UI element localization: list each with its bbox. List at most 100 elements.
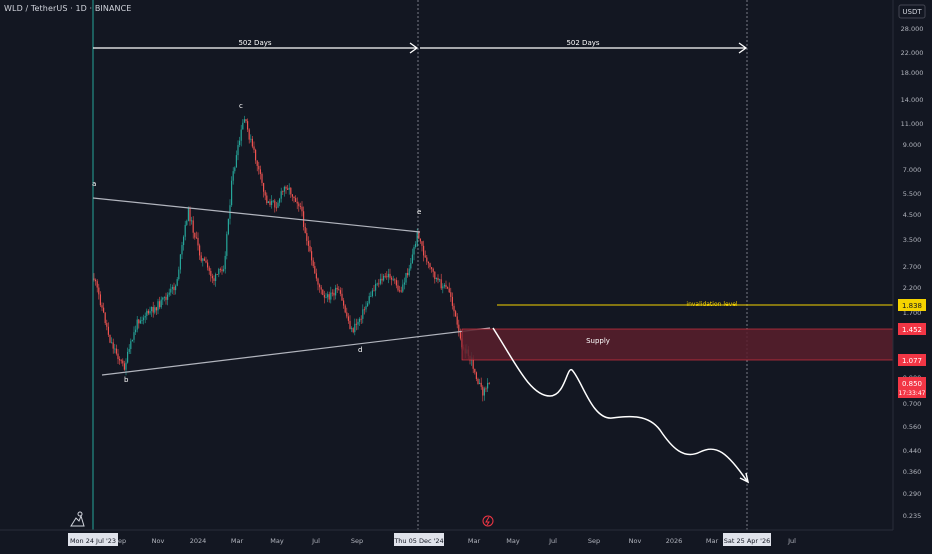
- price-axis[interactable]: [893, 0, 932, 550]
- candle-body: [320, 287, 322, 290]
- candle-body: [162, 297, 164, 300]
- x-tick-label: 2024: [190, 537, 207, 545]
- candle-body: [403, 282, 405, 285]
- candle-body: [360, 318, 362, 320]
- candle-body: [247, 121, 249, 130]
- candle-body: [218, 269, 220, 275]
- y-tick-label: 7.000: [903, 166, 922, 174]
- candle-body: [197, 237, 199, 246]
- candle-body: [237, 145, 239, 156]
- candle-body: [472, 357, 474, 369]
- candle-body: [347, 316, 349, 321]
- candle-body: [299, 206, 301, 207]
- candle-body: [231, 180, 233, 206]
- invalidation-price-chip: [898, 299, 926, 311]
- candle-body: [418, 232, 420, 239]
- candle-body: [251, 138, 253, 147]
- candle-body: [413, 246, 415, 255]
- candle-body: [187, 207, 189, 221]
- y-tick-label: 0.700: [903, 400, 922, 408]
- x-tick-label: Sep: [114, 537, 126, 545]
- candle-body: [411, 254, 413, 264]
- candle-body: [181, 245, 183, 255]
- candle-body: [346, 312, 348, 317]
- candle-body: [210, 270, 212, 277]
- candle-body: [386, 276, 388, 278]
- candle-body: [136, 319, 138, 330]
- candle-body: [349, 320, 351, 329]
- y-tick-label: 3.500: [903, 236, 922, 244]
- candle-body: [261, 173, 263, 183]
- y-tick-label: 0.360: [903, 468, 922, 476]
- candle-body: [434, 271, 436, 280]
- lower-trendline[interactable]: [101, 327, 491, 376]
- candle-body: [216, 274, 218, 275]
- y-tick-label: 2.200: [903, 284, 922, 292]
- candle-body: [250, 138, 252, 140]
- supply-zone[interactable]: [461, 328, 894, 361]
- candle-body: [455, 311, 457, 317]
- candle-body: [443, 284, 445, 287]
- end-date-chip: [723, 533, 771, 546]
- candle-body: [479, 382, 481, 385]
- projection-path[interactable]: [492, 327, 748, 482]
- start-date: Mon 24 Jul '23: [70, 537, 116, 545]
- candle-body: [488, 382, 490, 384]
- candle-body: [480, 382, 482, 387]
- candle-body: [450, 292, 452, 297]
- candle-body: [258, 165, 260, 170]
- candle-body: [159, 301, 161, 308]
- days-label-2: 502 Days: [566, 39, 599, 47]
- candle-body: [271, 200, 273, 205]
- candle-body: [287, 188, 289, 190]
- mid-date: Thu 05 Dec '24: [393, 537, 443, 545]
- candle-body: [269, 201, 271, 205]
- current-price: 0.850: [902, 380, 922, 388]
- candle-body: [127, 351, 129, 363]
- candle-body: [133, 332, 135, 340]
- candle-body: [440, 279, 442, 289]
- upper-trendline[interactable]: [92, 197, 421, 233]
- lightning-icon[interactable]: [482, 515, 494, 527]
- candle-body: [282, 191, 284, 193]
- candle-body: [357, 321, 359, 325]
- candle-body: [381, 278, 383, 281]
- candle-body: [165, 296, 167, 300]
- candle-body: [407, 272, 409, 276]
- candle-body: [163, 296, 165, 298]
- candle-body: [387, 273, 389, 278]
- x-tick-label: Mar: [468, 537, 481, 545]
- candle-body: [248, 129, 250, 140]
- candle-body: [128, 349, 130, 352]
- candle-body: [123, 363, 125, 370]
- x-tick-label: Jul: [787, 537, 796, 545]
- candle-body: [227, 218, 229, 235]
- candle-body: [146, 310, 148, 316]
- candle-body: [351, 328, 353, 330]
- candle-body: [288, 187, 290, 190]
- candle-body: [141, 320, 143, 321]
- candle-body: [384, 275, 386, 277]
- candle-body: [402, 284, 404, 292]
- symbol-title[interactable]: WLD / TetherUS · 1D · BINANCE: [4, 4, 132, 13]
- candle-body: [93, 278, 95, 280]
- candle-body: [474, 368, 476, 373]
- candle-body: [275, 207, 277, 209]
- candle-body: [171, 286, 173, 289]
- candle-body: [323, 295, 325, 298]
- candle-body: [277, 202, 279, 208]
- candle-body: [485, 388, 487, 390]
- candle-body: [112, 342, 114, 349]
- candle-body: [421, 241, 423, 246]
- x-axis-ticks: Sep Nov 2024 Mar May Jul Sep Mar May Jul Sep Nov 202…: [114, 537, 796, 545]
- candle-body: [459, 331, 461, 339]
- candle-body: [280, 191, 282, 199]
- candle-body: [339, 290, 341, 294]
- candle-body: [415, 243, 417, 247]
- candle-body: [138, 319, 140, 324]
- candle-body: [368, 296, 370, 304]
- currency-button[interactable]: [898, 4, 926, 19]
- candle-body: [379, 278, 381, 284]
